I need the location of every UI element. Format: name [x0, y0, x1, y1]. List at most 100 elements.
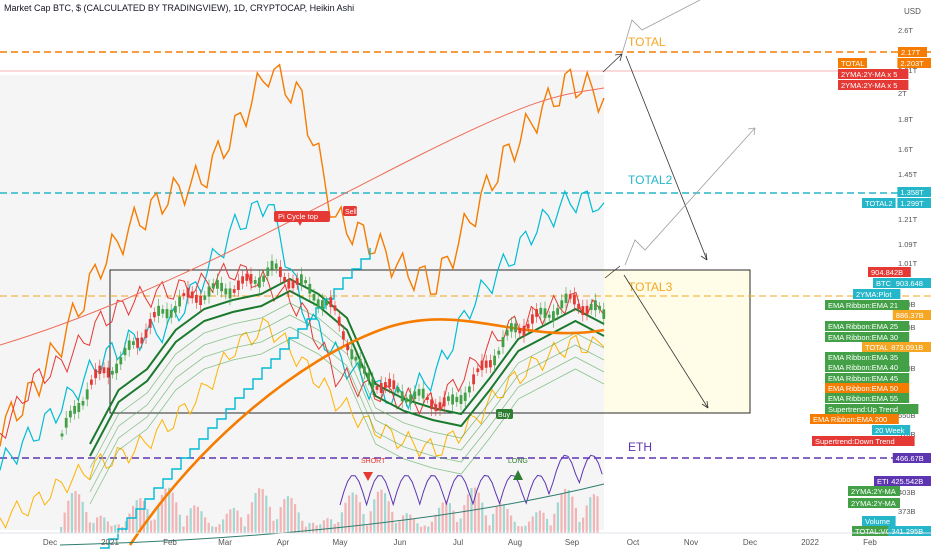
candle — [451, 394, 454, 405]
volume-bar — [304, 526, 307, 533]
range-box-projection — [604, 270, 750, 413]
candle — [459, 395, 463, 404]
candle — [85, 389, 89, 400]
axis-tag-label: EMA Ribbon:EMA 40 — [828, 363, 898, 372]
volume-bar — [211, 526, 214, 533]
axis-tag: Supertrend:Down Trend — [812, 436, 915, 446]
candle — [531, 314, 534, 324]
volume-bar — [492, 513, 495, 533]
candle — [77, 402, 81, 413]
candle — [300, 274, 303, 285]
candle — [589, 303, 593, 310]
volume-bar — [272, 520, 275, 533]
candle — [363, 366, 366, 374]
axis-tag-label: EMA Ribbon:EMA 50 — [828, 384, 898, 393]
projection-arrows-light — [621, 0, 756, 266]
volume-bar — [484, 515, 487, 533]
volume-bar — [481, 502, 484, 533]
volume-bar — [279, 507, 282, 533]
axis-tag: EMA Ribbon:EMA 50 — [825, 383, 910, 393]
axis-tag-label: 466.67B — [896, 454, 924, 463]
time-tick-label: Feb — [863, 538, 877, 547]
ema-ribbon-line — [89, 338, 605, 505]
candle — [123, 347, 127, 356]
volume-bar — [564, 488, 567, 533]
candle — [388, 378, 391, 388]
volume-bar — [351, 492, 354, 533]
axis-tag-label: 2.203T — [900, 59, 924, 68]
volume-bar — [139, 498, 142, 533]
price-tick-label: 1.6T — [898, 145, 913, 154]
axis-tag: EMA Ribbon:EMA 25 — [825, 321, 910, 331]
volume-bar — [531, 516, 534, 533]
candle — [577, 303, 580, 310]
axis-tag-label: EMA Ribbon:EMA 45 — [828, 374, 898, 383]
candle — [543, 308, 547, 319]
volume-bar — [366, 525, 369, 533]
axis-tag-label: Volume — [865, 517, 890, 526]
axis-tag-label: 2YMA:Plot — [856, 290, 892, 299]
svg-text:SHORT: SHORT — [361, 458, 386, 465]
candle — [216, 279, 219, 289]
volume-bar — [63, 512, 66, 533]
volume-bar — [441, 502, 444, 533]
volume-bar — [394, 522, 397, 533]
volume-bar — [340, 512, 343, 533]
candle — [438, 402, 442, 411]
candle — [174, 306, 177, 313]
volume-bar — [402, 515, 405, 533]
volume-bar — [553, 513, 556, 533]
axis-tag: 20 Week — [872, 425, 911, 435]
volume-bar — [438, 507, 441, 533]
axis-tag: TOTAL — [838, 58, 867, 68]
volume-bar — [420, 526, 423, 533]
volume-bar — [517, 526, 520, 533]
candle — [283, 276, 286, 282]
volume-bar — [466, 494, 469, 533]
axis-tag: 2YMA:Plot — [853, 289, 901, 299]
axis-tag: EMA Ribbon:EMA 45 — [825, 373, 910, 383]
candle — [585, 305, 589, 315]
volume-bar — [67, 500, 70, 533]
eth-label: ETH — [628, 440, 652, 454]
price-tick-label: 2.6T — [898, 26, 913, 35]
ema-ribbon-line — [89, 277, 605, 445]
candle — [442, 397, 446, 407]
candle — [493, 355, 496, 366]
candle — [598, 305, 601, 310]
time-tick-label: Mar — [218, 538, 232, 547]
candle — [468, 386, 471, 393]
candle — [430, 399, 433, 410]
axis-tag: 341.295B — [888, 526, 931, 536]
candle — [73, 405, 76, 414]
volume-bar — [546, 518, 549, 533]
axis-tag-label: 425.542B — [891, 477, 923, 486]
volume-bar — [409, 514, 412, 533]
volume-bar — [110, 525, 113, 533]
volume-bar — [585, 505, 588, 533]
axis-tag: BTC — [873, 278, 901, 288]
candle — [379, 383, 383, 393]
candle — [405, 397, 408, 403]
total2-label: TOTAL2 — [628, 173, 673, 187]
candle — [199, 295, 202, 306]
candle — [497, 350, 501, 355]
volume-bar — [60, 527, 63, 533]
volume-bar — [344, 502, 347, 533]
candle — [547, 314, 551, 318]
candle — [249, 274, 253, 284]
sell-marker: Sell — [343, 206, 357, 216]
axis-tag-label: TOTAL3 — [865, 343, 893, 352]
volume-bars — [60, 454, 603, 533]
candle — [312, 293, 316, 301]
candle — [60, 433, 64, 437]
volume-bar — [232, 507, 235, 533]
volume-bar — [160, 494, 163, 533]
volume-bar — [380, 489, 383, 533]
volume-bar — [229, 509, 232, 533]
time-axis[interactable]: Dec 2021 Feb Mar Apr May Jun Jul Aug Sep Oct Nov Dec… — [43, 538, 878, 547]
candle — [270, 260, 274, 270]
axis-tag: 1.358T — [897, 187, 931, 197]
candle — [69, 410, 72, 418]
